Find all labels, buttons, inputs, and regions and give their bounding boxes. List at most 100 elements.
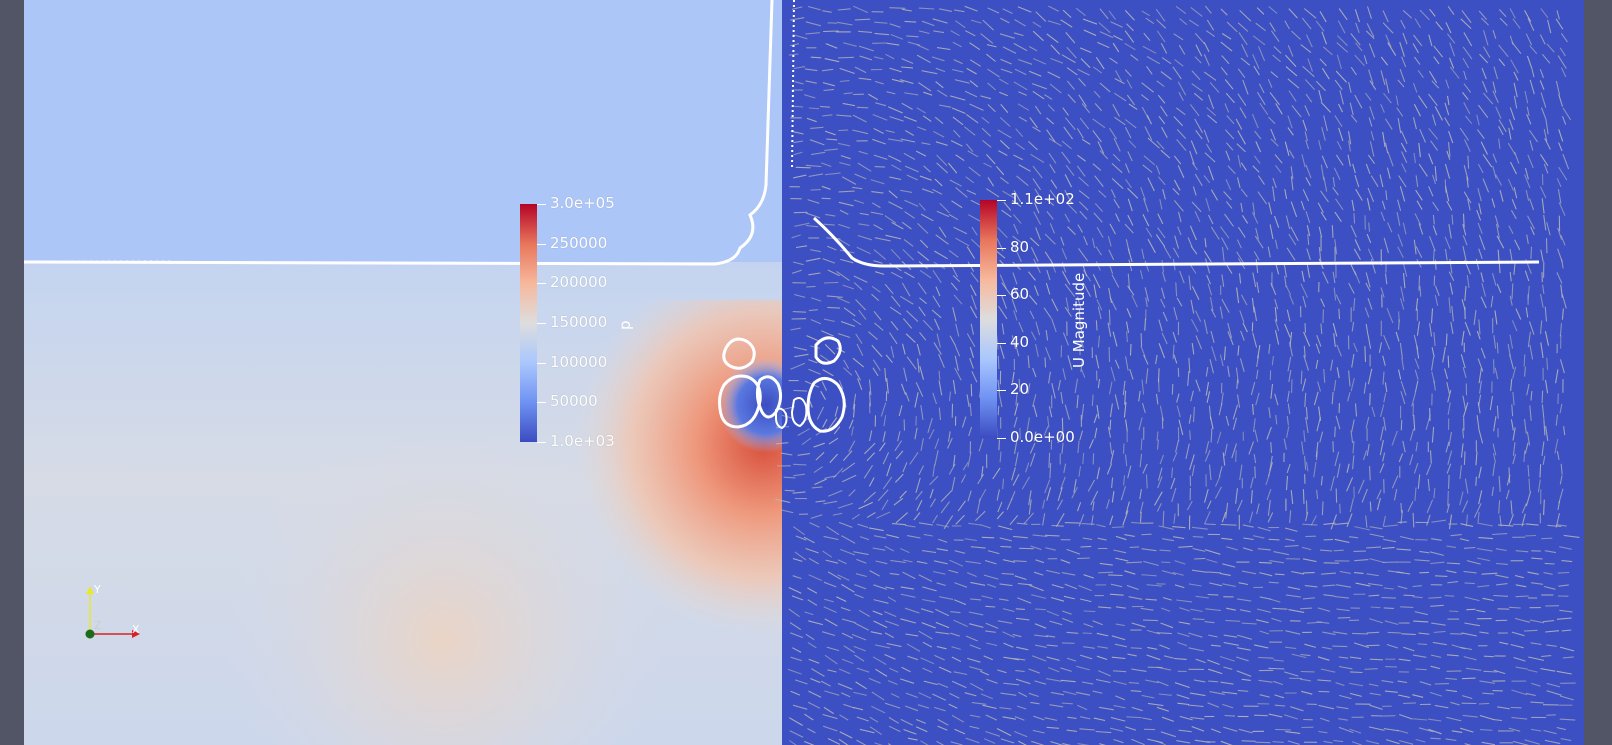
velocity-glyph bbox=[810, 189, 821, 191]
velocity-glyph bbox=[1113, 35, 1123, 41]
colorbar-tick-label: 20 bbox=[1010, 380, 1030, 399]
velocity-glyph bbox=[885, 586, 895, 590]
colorbar-tick-label: 100000 bbox=[550, 352, 608, 371]
velocity-glyph bbox=[1527, 17, 1535, 32]
velocity-glyph bbox=[995, 165, 1005, 176]
velocity-glyph bbox=[1192, 547, 1206, 552]
velocity-glyph bbox=[791, 595, 804, 601]
velocity-glyph bbox=[1177, 81, 1187, 96]
velocity-glyph bbox=[1540, 249, 1544, 262]
velocity-glyph bbox=[1381, 597, 1397, 599]
velocity-glyph bbox=[1050, 179, 1058, 189]
velocity-glyph bbox=[950, 140, 963, 147]
velocity-glyph bbox=[907, 655, 919, 661]
velocity-glyph bbox=[873, 584, 888, 590]
velocity-glyph bbox=[1460, 443, 1464, 458]
velocity-glyph bbox=[987, 7, 1000, 14]
velocity-glyph bbox=[1413, 152, 1416, 164]
velocity-glyphs bbox=[775, 5, 1580, 745]
velocity-glyph bbox=[1291, 30, 1301, 40]
velocity-glyph bbox=[1171, 487, 1177, 503]
velocity-glyph bbox=[823, 500, 838, 505]
velocity-glyph bbox=[891, 523, 906, 526]
velocity-glyph bbox=[1511, 404, 1514, 417]
velocity-glyph bbox=[936, 645, 947, 650]
scene-canvas[interactable] bbox=[24, 0, 1584, 745]
velocity-glyph bbox=[1093, 284, 1097, 298]
velocity-glyph bbox=[1140, 607, 1154, 611]
velocity-glyph bbox=[1194, 32, 1206, 45]
velocity-glyph bbox=[1304, 131, 1308, 142]
velocity-glyph bbox=[1400, 503, 1403, 513]
velocity-glyph bbox=[1226, 607, 1236, 611]
velocity-glyph bbox=[1032, 126, 1041, 133]
velocity-glyph bbox=[1367, 368, 1373, 385]
velocity-glyph bbox=[950, 611, 961, 614]
velocity-glyph bbox=[1002, 608, 1015, 613]
velocity-glyph bbox=[1063, 595, 1075, 600]
velocity-glyph bbox=[905, 333, 916, 343]
velocity-glyph bbox=[1172, 331, 1178, 343]
velocity-glyph bbox=[1515, 666, 1528, 670]
velocity-glyph bbox=[1445, 738, 1457, 742]
velocity-glyph bbox=[938, 407, 942, 420]
velocity-glyph bbox=[997, 669, 1007, 674]
velocity-glyph bbox=[982, 139, 992, 148]
velocity-glyph bbox=[1514, 574, 1524, 579]
velocity-glyph bbox=[1110, 21, 1123, 28]
velocity-glyph bbox=[1524, 534, 1536, 537]
velocity-glyph bbox=[889, 23, 901, 28]
velocity-glyph bbox=[840, 692, 851, 698]
velocity-glyph bbox=[1060, 679, 1076, 683]
velocity-glyph bbox=[1174, 657, 1187, 660]
velocity-glyph bbox=[1114, 359, 1120, 369]
velocity-glyph bbox=[1174, 682, 1190, 689]
velocity-glyph bbox=[955, 237, 970, 247]
velocity-glyph bbox=[848, 489, 856, 497]
velocity-glyph bbox=[1045, 198, 1055, 206]
velocity-glyph bbox=[1035, 321, 1041, 336]
velocity-glyph bbox=[1205, 143, 1213, 153]
velocity-glyph bbox=[1448, 514, 1453, 530]
velocity-glyph bbox=[810, 318, 822, 325]
velocity-glyph bbox=[1140, 187, 1147, 201]
velocity-glyph bbox=[1415, 189, 1423, 201]
velocity-glyph bbox=[1161, 716, 1175, 722]
velocity-glyph bbox=[1063, 126, 1074, 140]
velocity-glyph bbox=[840, 320, 855, 327]
velocity-glyph bbox=[1559, 609, 1573, 613]
velocity-glyph bbox=[1082, 452, 1085, 464]
velocity-glyph bbox=[1209, 691, 1225, 695]
velocity-glyph bbox=[1025, 462, 1030, 473]
velocity-glyph bbox=[1044, 346, 1052, 361]
velocity-glyph bbox=[905, 524, 916, 528]
velocity-glyph bbox=[1227, 322, 1233, 339]
velocity-glyph bbox=[1034, 644, 1047, 648]
velocity-glyph bbox=[938, 538, 948, 543]
velocity-glyph bbox=[1013, 223, 1019, 235]
velocity-glyph bbox=[1049, 704, 1064, 708]
velocity-glyph bbox=[936, 210, 950, 218]
orientation-axes[interactable] bbox=[80, 580, 150, 644]
velocity-glyph bbox=[1336, 608, 1350, 612]
velocity-glyph bbox=[1318, 89, 1323, 102]
velocity-glyph bbox=[932, 693, 947, 701]
render-viewport[interactable]: 3.0e+05 250000 200000 150000 100000 50000 1.0e… bbox=[24, 0, 1584, 745]
velocity-glyph bbox=[1099, 743, 1106, 745]
velocity-glyph bbox=[841, 618, 856, 624]
velocity-glyph bbox=[1195, 335, 1203, 350]
velocity-glyph bbox=[934, 116, 944, 125]
velocity-glyph bbox=[824, 58, 840, 63]
velocity-glyph bbox=[1399, 298, 1405, 310]
velocity-glyph bbox=[1541, 537, 1553, 540]
velocity-glyph bbox=[970, 546, 986, 549]
velocity-glyph bbox=[838, 190, 855, 193]
velocity-glyph bbox=[886, 642, 902, 648]
velocity-glyph bbox=[780, 509, 794, 514]
velocity-glyph bbox=[874, 644, 891, 649]
velocity-glyph bbox=[1387, 151, 1394, 167]
velocity-glyph bbox=[898, 405, 903, 417]
velocity-glyph bbox=[1493, 669, 1506, 675]
velocity-glyph bbox=[1334, 522, 1349, 526]
velocity-glyph bbox=[1001, 295, 1008, 309]
